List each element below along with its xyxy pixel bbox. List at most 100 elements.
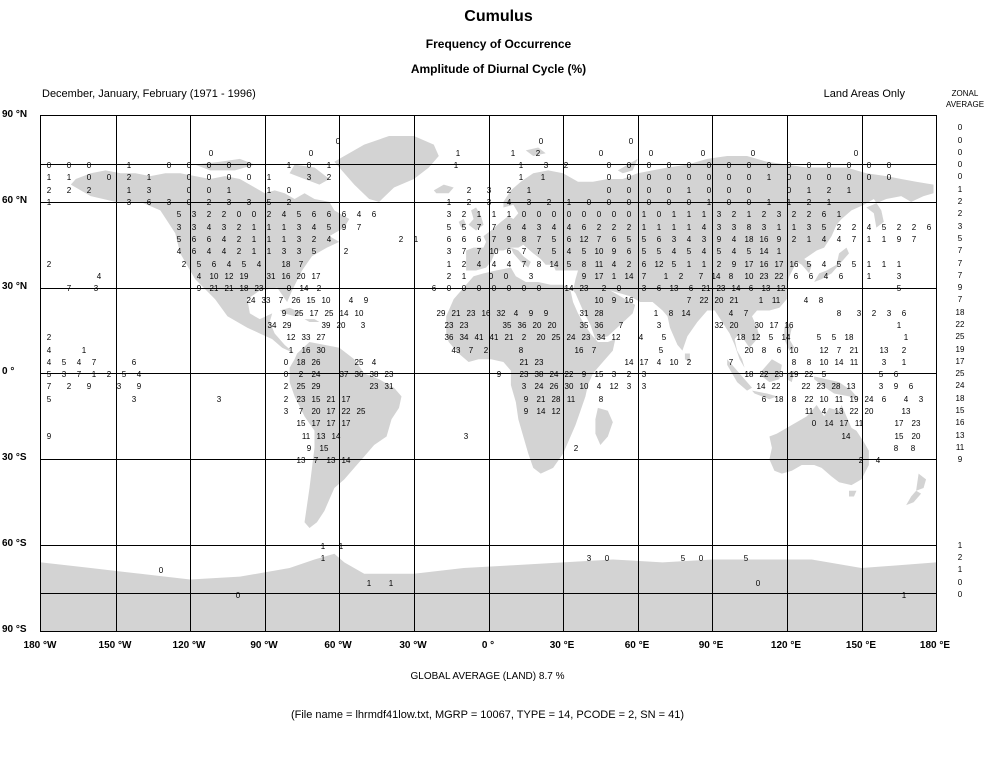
map-value: 7 bbox=[356, 223, 362, 232]
map-value: 7 bbox=[476, 247, 482, 256]
map-value: 3 bbox=[296, 235, 302, 244]
map-value: 7 bbox=[686, 296, 692, 305]
map-value: 2 bbox=[126, 173, 132, 182]
map-value: 1 bbox=[663, 272, 669, 281]
map-value: 5 bbox=[746, 247, 752, 256]
map-value: 18 bbox=[281, 260, 291, 269]
map-value: 4 bbox=[221, 247, 227, 256]
map-value: 23 bbox=[444, 321, 454, 330]
map-value: 4 bbox=[176, 247, 182, 256]
map-value: 2 bbox=[46, 260, 52, 269]
map-value: 24 bbox=[246, 296, 256, 305]
grid-line-lon bbox=[339, 116, 340, 631]
map-value: 14 bbox=[339, 309, 349, 318]
map-value: 1 bbox=[806, 186, 812, 195]
map-value: 1 bbox=[281, 235, 287, 244]
map-value: 2 bbox=[298, 370, 304, 379]
map-value: 3 bbox=[283, 407, 289, 416]
map-value: 1 bbox=[826, 198, 832, 207]
map-value: 10 bbox=[321, 296, 331, 305]
zonal-value: 7 bbox=[957, 246, 963, 255]
map-value: 11 bbox=[301, 432, 311, 441]
map-value: 22 bbox=[759, 370, 769, 379]
map-value: 8 bbox=[668, 309, 674, 318]
map-value: 16 bbox=[481, 309, 491, 318]
map-value: 4 bbox=[206, 247, 212, 256]
lon-label: 90 °E bbox=[698, 640, 724, 651]
map-value: 1 bbox=[366, 579, 372, 588]
map-value: 0 bbox=[86, 173, 92, 182]
map-value: 10 bbox=[819, 358, 829, 367]
map-value: 2 bbox=[871, 309, 877, 318]
map-value: 5 bbox=[641, 235, 647, 244]
map-value: 2 bbox=[806, 210, 812, 219]
map-value: 5 bbox=[326, 223, 332, 232]
map-value: 0 bbox=[626, 198, 632, 207]
map-value: 15 bbox=[306, 296, 316, 305]
map-value: 0 bbox=[726, 161, 732, 170]
map-value: 1 bbox=[251, 223, 257, 232]
map-value: 0 bbox=[246, 173, 252, 182]
map-value: 9 bbox=[581, 272, 587, 281]
map-value: 7 bbox=[641, 272, 647, 281]
map-value: 1 bbox=[338, 542, 344, 551]
map-value: 3 bbox=[526, 198, 532, 207]
map-value: 9 bbox=[306, 444, 312, 453]
map-value: 1 bbox=[766, 173, 772, 182]
grid-line-lat bbox=[41, 459, 936, 460]
map-value: 1 bbox=[766, 198, 772, 207]
grid-line-lon bbox=[116, 116, 117, 631]
map-value: 24 bbox=[549, 370, 559, 379]
map-value: 2 bbox=[573, 444, 579, 453]
map-value: 23 bbox=[716, 284, 726, 293]
map-value: 0 bbox=[551, 210, 557, 219]
map-value: 1 bbox=[320, 554, 326, 563]
map-value: 2 bbox=[46, 333, 52, 342]
map-value: 9 bbox=[506, 235, 512, 244]
map-value: 0 bbox=[626, 210, 632, 219]
map-value: 6 bbox=[211, 260, 217, 269]
map-value: 13 bbox=[326, 456, 336, 465]
map-value: 37 bbox=[339, 370, 349, 379]
map-value: 6 bbox=[838, 272, 844, 281]
map-value: 4 bbox=[256, 260, 262, 269]
map-value: 0 bbox=[648, 149, 654, 158]
map-value: 4 bbox=[311, 223, 317, 232]
zonal-value: 9 bbox=[957, 283, 963, 292]
map-value: 9 bbox=[341, 223, 347, 232]
map-value: 0 bbox=[786, 161, 792, 170]
map-value: 1 bbox=[836, 210, 842, 219]
map-value: 1 bbox=[281, 223, 287, 232]
map-value: 17 bbox=[639, 358, 649, 367]
map-value: 2 bbox=[106, 370, 112, 379]
map-value: 2 bbox=[466, 186, 472, 195]
map-value: 0 bbox=[206, 186, 212, 195]
zonal-value: 0 bbox=[957, 172, 963, 181]
map-value: 0 bbox=[726, 186, 732, 195]
zonal-header-line1: ZONAL bbox=[951, 89, 979, 98]
map-value: 6 bbox=[881, 395, 887, 404]
lat-label: 60 °N bbox=[2, 195, 28, 206]
map-value: 4 bbox=[821, 407, 827, 416]
grid-line-lat bbox=[41, 373, 936, 374]
map-value: 13 bbox=[834, 407, 844, 416]
map-value: 6 bbox=[311, 210, 317, 219]
lat-label: 90 °S bbox=[2, 624, 27, 635]
map-value: 7 bbox=[618, 321, 624, 330]
map-value: 21 bbox=[451, 309, 461, 318]
map-value: 21 bbox=[326, 395, 336, 404]
map-value: 2 bbox=[326, 173, 332, 182]
lat-label: 90 °N bbox=[2, 109, 28, 120]
map-value: 0 bbox=[866, 161, 872, 170]
map-value: 14 bbox=[341, 456, 351, 465]
map-value: 5 bbox=[196, 260, 202, 269]
map-value: 5 bbox=[896, 284, 902, 293]
map-value: 2 bbox=[626, 260, 632, 269]
map-value: 3 bbox=[856, 309, 862, 318]
boundary-line bbox=[41, 593, 936, 594]
grid-line-lon bbox=[862, 116, 863, 631]
map-value: 21 bbox=[224, 284, 234, 293]
map-value: 15 bbox=[311, 395, 321, 404]
map-value: 36 bbox=[517, 321, 527, 330]
map-value: 16 bbox=[789, 260, 799, 269]
